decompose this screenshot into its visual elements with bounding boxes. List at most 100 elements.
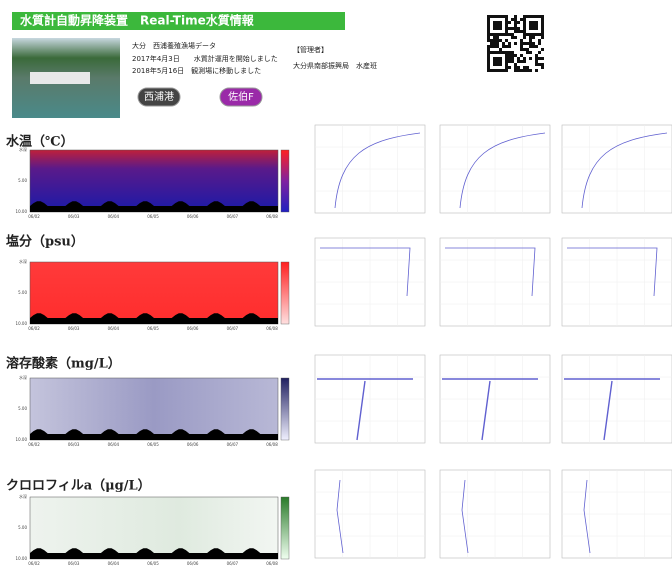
qr-cell — [487, 45, 490, 48]
qr-cell — [502, 51, 505, 54]
date-label: 06/05 — [147, 214, 159, 219]
qr-cell — [511, 54, 514, 57]
qr-cell — [538, 42, 541, 45]
qr-cell — [520, 48, 523, 51]
date-label: 06/06 — [187, 326, 199, 331]
heatmap — [30, 497, 278, 559]
date-label: 06/07 — [227, 442, 239, 447]
qr-cell — [538, 51, 541, 54]
qr-cell — [487, 69, 490, 72]
button-label[interactable]: 西浦港 — [144, 90, 174, 103]
qr-cell — [487, 33, 490, 36]
qr-cell — [538, 33, 541, 36]
site-button[interactable]: 西浦港 — [138, 88, 180, 106]
qr-cell — [517, 69, 520, 72]
qr-cell — [514, 42, 517, 45]
date-label: 06/03 — [68, 326, 80, 331]
qr-cell — [487, 48, 490, 51]
qr-cell — [532, 15, 535, 18]
qr-cell — [511, 27, 514, 30]
date-label: 06/06 — [187, 561, 199, 566]
qr-cell — [487, 63, 490, 66]
depth-label: 10.00 — [16, 437, 28, 442]
qr-cell — [508, 51, 511, 54]
qr-cell — [535, 21, 538, 24]
section-title: 水温（℃） — [6, 134, 74, 150]
date-label: 06/02 — [28, 214, 40, 219]
date-label: 06/08 — [266, 326, 278, 331]
qr-cell — [523, 36, 526, 39]
qr-cell — [499, 39, 502, 42]
qr-cell — [535, 24, 538, 27]
depth-label: 水深 — [19, 146, 27, 152]
qr-cell — [514, 69, 517, 72]
button-label[interactable]: 佐伯F — [228, 90, 254, 103]
colorbar — [281, 262, 289, 324]
qr-cell — [514, 21, 517, 24]
qr-cell — [490, 45, 493, 48]
date-label: 06/07 — [227, 326, 239, 331]
qr-cell — [493, 63, 496, 66]
qr-cell — [511, 60, 514, 63]
date-label: 06/07 — [227, 561, 239, 566]
qr-cell — [523, 42, 526, 45]
qr-cell — [508, 33, 511, 36]
page: 水質計自動昇降装置 Real-Time水質情報 大分 西浦養殖漁場データ 201… — [0, 0, 672, 569]
qr-cell — [523, 48, 526, 51]
qr-cell — [526, 42, 529, 45]
qr-cell — [505, 60, 508, 63]
qr-cell — [523, 21, 526, 24]
qr-cell — [487, 36, 490, 39]
qr-cell — [505, 51, 508, 54]
site-button[interactable]: 佐伯F — [220, 88, 262, 106]
qr-cell — [496, 24, 499, 27]
qr-cell — [541, 24, 544, 27]
qr-cell — [493, 69, 496, 72]
qr-cell — [514, 54, 517, 57]
qr-cell — [541, 36, 544, 39]
qr-cell — [508, 42, 511, 45]
qr-cell — [487, 15, 490, 18]
qr-cell — [532, 24, 535, 27]
qr-cell — [505, 21, 508, 24]
date-label: 06/04 — [108, 442, 120, 447]
qr-cell — [526, 15, 529, 18]
qr-cell — [508, 66, 511, 69]
qr-cell — [502, 42, 505, 45]
qr-cell — [523, 57, 526, 60]
qr-cell — [532, 36, 535, 39]
date-label: 06/05 — [147, 561, 159, 566]
date-label: 06/02 — [28, 561, 40, 566]
qr-cell — [505, 30, 508, 33]
qr-cell — [508, 45, 511, 48]
date-label: 06/02 — [28, 442, 40, 447]
qr-cell — [499, 57, 502, 60]
depth-label: 5.00 — [18, 406, 27, 411]
qr-cell — [535, 54, 538, 57]
qr-cell — [487, 57, 490, 60]
qr-cell — [517, 66, 520, 69]
qr-cell — [487, 27, 490, 30]
qr-cell — [517, 30, 520, 33]
qr-cell — [487, 39, 490, 42]
colorbar — [281, 497, 289, 559]
qr-cell — [496, 63, 499, 66]
qr-cell — [502, 33, 505, 36]
qr-cell — [496, 69, 499, 72]
qr-cell — [523, 66, 526, 69]
qr-cell — [529, 39, 532, 42]
qr-cell — [493, 36, 496, 39]
depth-label: 5.00 — [18, 525, 27, 530]
qr-cell — [541, 33, 544, 36]
depth-label: 10.00 — [16, 321, 28, 326]
qr-cell — [520, 18, 523, 21]
qr-cell — [514, 30, 517, 33]
qr-cell — [505, 18, 508, 21]
qr-cell — [517, 27, 520, 30]
qr-cell — [490, 42, 493, 45]
depth-label: 水深 — [19, 493, 27, 499]
qr-cell — [496, 51, 499, 54]
date-label: 06/05 — [147, 326, 159, 331]
qr-cell — [529, 57, 532, 60]
qr-cell — [535, 33, 538, 36]
